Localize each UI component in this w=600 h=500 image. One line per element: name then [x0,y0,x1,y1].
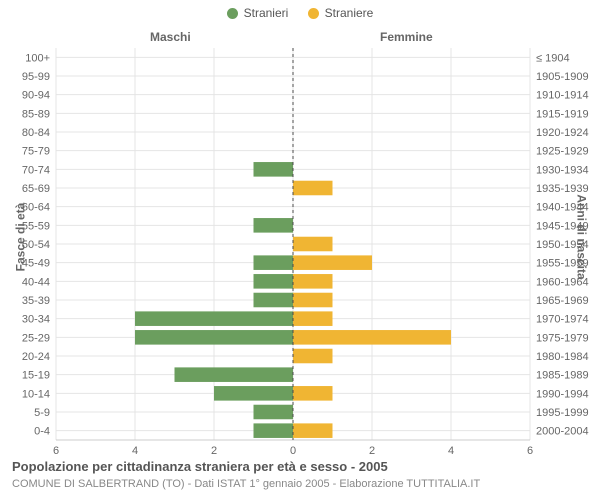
birth-label: 1910-1914 [536,90,589,102]
birth-label: 2000-2004 [536,426,589,438]
bar-female [293,274,333,289]
chart-container: Stranieri Straniere Maschi Femmine Fasce… [0,0,600,500]
age-label: 95-99 [22,71,50,83]
bar-female [293,311,333,326]
footer-title: Popolazione per cittadinanza straniera p… [12,459,388,474]
legend-item-female: Straniere [308,6,374,20]
birth-label: 1990-1994 [536,388,589,400]
svg-text:4: 4 [448,445,454,457]
svg-text:2: 2 [369,445,375,457]
age-label: 40-44 [22,276,50,288]
y-axis-right-title: Anni di nascita [574,194,588,279]
birth-label: 1975-1979 [536,332,589,344]
footer-sub: COMUNE DI SALBERTRAND (TO) - Dati ISTAT … [12,478,480,490]
birth-label: 1980-1984 [536,351,589,363]
y-axis-left-title: Fasce di età [13,203,27,272]
bar-female [293,349,333,364]
col-title-right: Femmine [380,30,433,44]
bar-male [254,274,294,289]
age-label: 70-74 [22,164,50,176]
age-label: 35-39 [22,295,50,307]
age-label: 10-14 [22,388,50,400]
birth-label: ≤ 1904 [536,52,570,64]
birth-label: 1970-1974 [536,314,589,326]
bar-male [135,330,293,345]
legend-swatch-male [227,8,238,19]
birth-label: 1930-1934 [536,164,589,176]
legend-label-male: Stranieri [244,6,289,20]
bar-female [293,237,333,252]
svg-text:6: 6 [53,445,59,457]
birth-label: 1905-1909 [536,71,589,83]
age-label: 90-94 [22,90,50,102]
bar-male [254,423,294,438]
bar-female [293,255,372,270]
bar-male [135,311,293,326]
legend: Stranieri Straniere [0,6,600,22]
age-label: 0-4 [34,426,50,438]
bar-female [293,330,451,345]
bar-male [175,367,294,382]
age-label: 85-89 [22,108,50,120]
birth-label: 1915-1919 [536,108,589,120]
svg-text:6: 6 [527,445,533,457]
birth-label: 1985-1989 [536,370,589,382]
bar-female [293,293,333,308]
age-label: 75-79 [22,146,50,158]
age-label: 80-84 [22,127,50,139]
svg-text:0: 0 [290,445,296,457]
svg-text:4: 4 [132,445,138,457]
age-label: 20-24 [22,351,50,363]
bar-male [254,162,294,177]
birth-label: 1920-1924 [536,127,589,139]
age-label: 100+ [25,52,50,64]
bar-male [214,386,293,401]
bar-female [293,423,333,438]
bar-female [293,181,333,196]
birth-label: 1935-1939 [536,183,589,195]
age-label: 30-34 [22,314,50,326]
bar-female [293,386,333,401]
age-label: 65-69 [22,183,50,195]
svg-text:2: 2 [211,445,217,457]
birth-label: 1995-1999 [536,407,589,419]
age-label: 25-29 [22,332,50,344]
bar-male [254,255,294,270]
bar-male [254,293,294,308]
legend-item-male: Stranieri [227,6,289,20]
bar-male [254,405,294,420]
legend-swatch-female [308,8,319,19]
birth-label: 1925-1929 [536,146,589,158]
pyramid-plot: 0 2 2 4 4 6 6 100+ ≤ 1904 95-99 1905-1909 90-94 1910… [0,0,600,500]
bar-male [254,218,294,233]
legend-label-female: Straniere [325,6,374,20]
birth-label: 1965-1969 [536,295,589,307]
age-label: 15-19 [22,370,50,382]
age-label: 5-9 [34,407,50,419]
col-title-left: Maschi [150,30,191,44]
